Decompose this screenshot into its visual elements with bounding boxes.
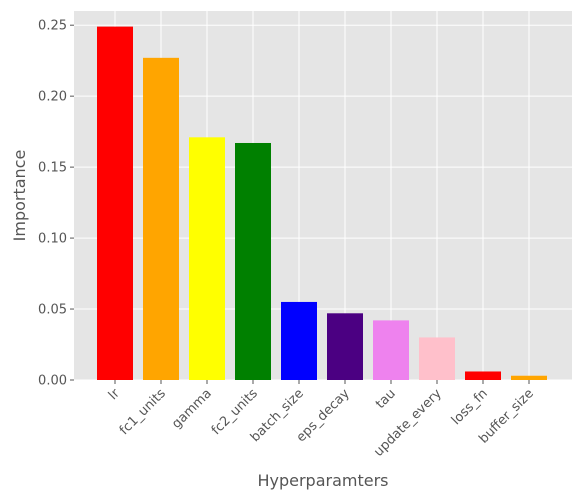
bar-buffer-size bbox=[511, 375, 547, 380]
bar-gamma bbox=[189, 137, 225, 380]
y-axis-ticks: 0.00 0.05 0.10 0.15 0.20 0.25 bbox=[38, 19, 74, 389]
bar-loss-fn bbox=[465, 371, 501, 380]
x-axis-title: Hyperparamters bbox=[257, 471, 388, 490]
y-axis-title: Importance bbox=[10, 150, 29, 242]
bar-eps-decay bbox=[327, 313, 363, 380]
y-tick-label: 0.25 bbox=[38, 19, 67, 34]
y-tick-label: 0.00 bbox=[38, 374, 67, 389]
x-tick-label: tau bbox=[373, 386, 399, 412]
y-tick-label: 0.05 bbox=[38, 303, 67, 318]
bar-lr bbox=[97, 26, 133, 380]
bar-fc1-units bbox=[143, 57, 179, 380]
bar-update-every bbox=[419, 337, 455, 380]
x-tick-label: lr bbox=[106, 386, 123, 403]
x-tick-label: fc1_units bbox=[117, 386, 169, 438]
bars bbox=[97, 26, 547, 380]
bar-batch-size bbox=[281, 301, 317, 380]
y-tick-label: 0.20 bbox=[38, 90, 67, 105]
x-tick-label: gamma bbox=[169, 386, 215, 432]
bar-fc2-units bbox=[235, 142, 271, 380]
y-tick-label: 0.10 bbox=[38, 232, 67, 247]
y-tick-label: 0.15 bbox=[38, 161, 67, 176]
x-tick-label: loss_fn bbox=[449, 386, 491, 428]
bar-tau bbox=[373, 320, 409, 380]
